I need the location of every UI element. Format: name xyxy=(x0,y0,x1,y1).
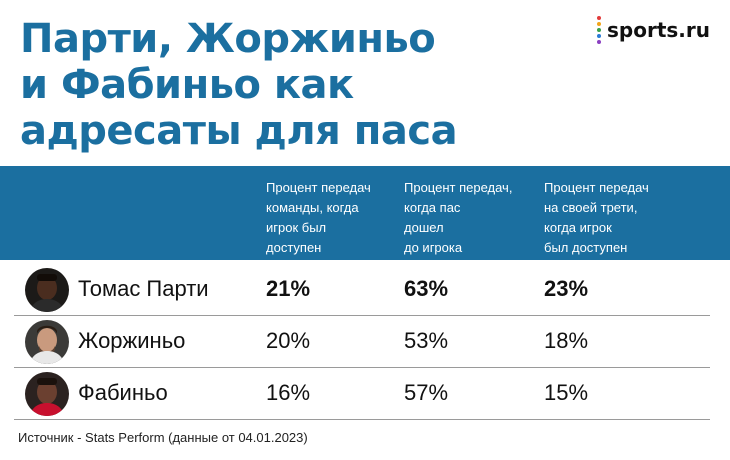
row-divider xyxy=(14,419,710,420)
value-completed-passes: 63% xyxy=(404,276,449,301)
player-name: Томас Парти xyxy=(78,276,209,301)
table-row: Фабиньо 16% 57% 15% xyxy=(0,368,730,420)
player-avatar-partey xyxy=(25,268,69,312)
player-avatar-jorginho xyxy=(25,320,69,364)
column-header-team-passes: Процент передач команды, когда игрок был… xyxy=(266,180,371,255)
title-line: адресаты для паса xyxy=(20,108,458,154)
table-row: Томас Парти 21% 63% 23% xyxy=(0,264,730,316)
logo-text: sports.ru xyxy=(607,18,710,42)
value-team-passes: 21% xyxy=(266,276,311,301)
title-line: и Фабиньо как xyxy=(20,62,354,108)
player-name: Фабиньо xyxy=(78,380,168,405)
table-header: Процент передач команды, когда игрок был… xyxy=(0,166,730,260)
source-note: Источник - Stats Perform (данные от 04.0… xyxy=(18,430,308,445)
logo-dots-icon xyxy=(597,16,601,44)
title-line: Парти, Жоржиньо xyxy=(20,16,436,62)
value-completed-passes: 53% xyxy=(404,328,449,353)
value-own-third-passes: 18% xyxy=(544,328,589,353)
value-completed-passes: 57% xyxy=(404,380,449,405)
player-name: Жоржиньо xyxy=(78,328,186,353)
value-own-third-passes: 15% xyxy=(544,380,589,405)
row-divider xyxy=(14,367,710,368)
value-team-passes: 20% xyxy=(266,328,311,353)
row-divider xyxy=(14,315,710,316)
page-title: Парти, Жоржиньо и Фабиньо как адресаты д… xyxy=(20,16,458,154)
table-row: Жоржиньо 20% 53% 18% xyxy=(0,316,730,368)
column-header-own-third-passes: Процент передач на своей трети, когда иг… xyxy=(544,180,649,255)
player-avatar-fabinho xyxy=(25,372,69,416)
sports-ru-logo[interactable]: sports.ru xyxy=(597,16,710,44)
value-own-third-passes: 23% xyxy=(544,276,589,301)
value-team-passes: 16% xyxy=(266,380,311,405)
column-header-completed-passes: Процент передач, когда пас дошел до игро… xyxy=(404,180,513,255)
